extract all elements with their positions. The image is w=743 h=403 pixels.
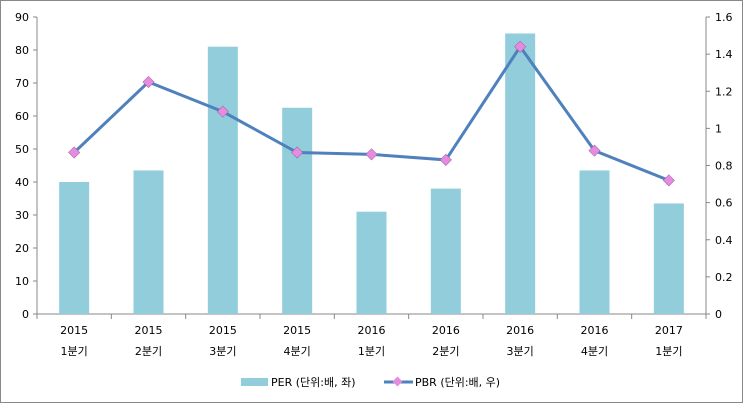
x-tick-label-year: 2016 <box>432 324 460 337</box>
x-tick-label-quarter: 3분기 <box>507 345 534 358</box>
x-tick-label-year: 2015 <box>135 324 163 337</box>
pbr-marker <box>662 174 675 187</box>
x-tick-label-quarter: 2분기 <box>135 345 162 358</box>
x-tick-label-quarter: 1분기 <box>61 345 88 358</box>
left-tick-label: 40 <box>15 176 29 189</box>
legend-pbr-marker <box>392 376 403 387</box>
legend-pbr-label: PBR (단위:배, 우) <box>415 376 500 389</box>
x-tick-label-year: 2016 <box>358 324 386 337</box>
x-tick-label-quarter: 4분기 <box>581 345 608 358</box>
pbr-marker <box>588 144 601 157</box>
left-tick-label: 30 <box>15 209 29 222</box>
left-tick-label: 70 <box>15 77 29 90</box>
pbr-marker <box>439 153 452 166</box>
per-bar <box>505 33 536 314</box>
pbr-marker <box>216 105 229 118</box>
x-tick-label-quarter: 3분기 <box>209 345 236 358</box>
left-tick-label: 80 <box>15 44 29 57</box>
pbr-marker <box>365 148 378 161</box>
per-bar <box>653 203 684 314</box>
right-tick-label: 0.4 <box>715 234 733 247</box>
x-tick-label-quarter: 1분기 <box>655 345 682 358</box>
per-bar <box>579 170 610 314</box>
pbr-marker <box>291 146 304 159</box>
left-tick-label: 60 <box>15 110 29 123</box>
pbr-marker <box>68 146 81 159</box>
legend-per-label: PER (단위:배, 좌) <box>271 376 356 389</box>
right-tick-label: 0.2 <box>715 271 733 284</box>
pbr-marker <box>514 40 527 53</box>
left-tick-label: 0 <box>22 308 29 321</box>
legend-per-swatch <box>241 378 268 386</box>
x-tick-label-year: 2015 <box>209 324 237 337</box>
right-tick-label: 0 <box>715 308 722 321</box>
per-bar <box>59 182 90 314</box>
pbr-marker <box>142 75 155 88</box>
right-tick-label: 1 <box>715 122 722 135</box>
left-tick-label: 90 <box>15 11 29 24</box>
right-tick-label: 1.6 <box>715 11 733 24</box>
x-tick-label-year: 2016 <box>506 324 534 337</box>
x-tick-label-quarter: 1분기 <box>358 345 385 358</box>
right-tick-label: 0.6 <box>715 197 733 210</box>
per-bar <box>282 107 313 314</box>
x-tick-label-quarter: 4분기 <box>284 345 311 358</box>
x-tick-label-year: 2016 <box>581 324 609 337</box>
right-tick-label: 0.8 <box>715 160 733 173</box>
per-bar <box>207 46 238 314</box>
per-bar <box>356 211 387 314</box>
right-tick-label: 1.4 <box>715 48 733 61</box>
per-bar <box>133 170 164 314</box>
right-tick-label: 1.2 <box>715 85 733 98</box>
left-tick-label: 50 <box>15 143 29 156</box>
left-tick-label: 20 <box>15 242 29 255</box>
x-tick-label-year: 2017 <box>655 324 683 337</box>
x-tick-label-year: 2015 <box>60 324 88 337</box>
left-tick-label: 10 <box>15 275 29 288</box>
per-bar <box>430 188 461 314</box>
x-tick-label-quarter: 2분기 <box>432 345 459 358</box>
x-tick-label-year: 2015 <box>283 324 311 337</box>
